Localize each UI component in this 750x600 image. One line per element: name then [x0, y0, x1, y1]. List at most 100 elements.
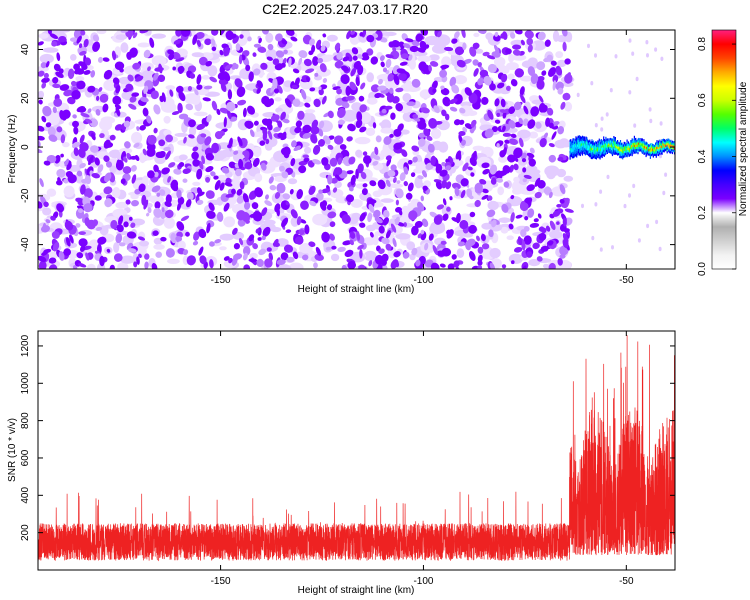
- noise-cell: [275, 50, 285, 58]
- signal-cell: [639, 142, 641, 145]
- signal-cell: [661, 152, 663, 155]
- noise-cell-light: [70, 54, 77, 61]
- signal-cell: [631, 153, 633, 157]
- noise-cell-light: [473, 32, 480, 38]
- signal-cell: [606, 140, 608, 143]
- noise-cell: [311, 119, 319, 129]
- noise-cell: [158, 63, 163, 74]
- noise-cell: [165, 194, 172, 204]
- signal-cell: [598, 145, 600, 148]
- noise-cell: [161, 167, 170, 175]
- noise-cell: [88, 155, 94, 166]
- signal-cell: [664, 141, 666, 145]
- signal-cell: [600, 147, 603, 151]
- noise-cell-light: [140, 70, 157, 82]
- noise-cell: [233, 150, 239, 155]
- noise-cell: [91, 132, 96, 141]
- noise-cell: [428, 118, 438, 129]
- signal-cell: [618, 144, 620, 147]
- signal-cell: [625, 143, 627, 147]
- noise-cell: [359, 32, 364, 37]
- noise-cell: [123, 221, 129, 228]
- x-tick-label: -50: [619, 576, 634, 587]
- noise-cell: [192, 34, 198, 45]
- signal-cell: [630, 149, 633, 152]
- signal-cell: [603, 136, 605, 139]
- noise-cell: [532, 242, 540, 250]
- noise-cell: [194, 89, 199, 96]
- signal-cell: [641, 141, 643, 144]
- noise-cell: [499, 150, 506, 158]
- signal-cell: [644, 150, 646, 153]
- signal-cell: [603, 152, 605, 155]
- signal-cell: [572, 138, 574, 141]
- signal-cell: [581, 148, 584, 152]
- signal-cell: [668, 138, 670, 141]
- noise-cell: [112, 95, 122, 105]
- signal-cell: [638, 140, 641, 143]
- signal-cell: [652, 150, 654, 153]
- signal-cell: [635, 142, 637, 145]
- noise-cell: [168, 162, 176, 168]
- signal-cell: [649, 153, 651, 156]
- noise-cell: [234, 78, 243, 88]
- signal-cell: [671, 142, 673, 146]
- noise-cell-light: [482, 148, 493, 155]
- noise-cell-light: [527, 57, 538, 67]
- noise-cell: [389, 133, 394, 138]
- signal-cell: [617, 152, 619, 156]
- signal-cell: [656, 142, 658, 145]
- noise-cell: [308, 185, 316, 196]
- noise-cell-light: [354, 136, 371, 145]
- noise-cell: [472, 150, 477, 160]
- signal-cell: [617, 151, 619, 154]
- noise-cell: [301, 89, 307, 100]
- chart-title: C2E2.2025.247.03.17.R20: [262, 1, 428, 17]
- noise-cell: [165, 209, 174, 219]
- noise-cell: [202, 97, 211, 102]
- signal-cell: [668, 139, 670, 142]
- noise-cell: [309, 200, 317, 207]
- noise-cell: [242, 150, 250, 156]
- signal-cell: [592, 147, 595, 150]
- colorbar-tick-label: 0.0: [697, 262, 708, 276]
- noise-cell: [173, 39, 182, 45]
- noise-cell: [64, 220, 74, 231]
- noise-cell: [233, 243, 241, 250]
- noise-cell: [175, 30, 182, 37]
- noise-cell: [157, 74, 166, 83]
- signal-cell: [648, 149, 650, 152]
- signal-cell: [589, 152, 591, 156]
- signal-cell: [597, 153, 599, 156]
- noise-cell: [424, 242, 429, 251]
- noise-cell: [103, 172, 112, 183]
- noise-cell: [285, 229, 292, 234]
- noise-cell: [109, 134, 116, 141]
- noise-cell: [341, 214, 351, 224]
- noise-cell: [451, 84, 460, 94]
- signal-cell: [617, 150, 619, 153]
- noise-cell: [496, 82, 505, 89]
- signal-cell: [597, 142, 599, 145]
- signal-cell: [596, 151, 598, 154]
- signal-cell: [663, 145, 665, 148]
- noise-cell-light: [560, 141, 572, 148]
- signal-cell: [594, 145, 596, 148]
- noise-cell-faint: [628, 38, 632, 43]
- noise-cell: [316, 192, 324, 201]
- noise-cell: [209, 241, 215, 247]
- noise-cell: [339, 144, 347, 150]
- signal-cell: [611, 147, 613, 150]
- noise-cell-light: [190, 94, 201, 105]
- signal-cell: [660, 152, 662, 155]
- signal-cell: [644, 144, 646, 148]
- noise-cell: [508, 223, 514, 230]
- signal-cell: [645, 146, 647, 149]
- noise-cell: [95, 226, 103, 231]
- noise-cell: [352, 55, 358, 61]
- signal-cell: [613, 149, 615, 152]
- signal-cell: [642, 145, 644, 149]
- noise-cell: [527, 208, 535, 218]
- signal-cell: [633, 145, 635, 148]
- noise-cell: [130, 222, 136, 228]
